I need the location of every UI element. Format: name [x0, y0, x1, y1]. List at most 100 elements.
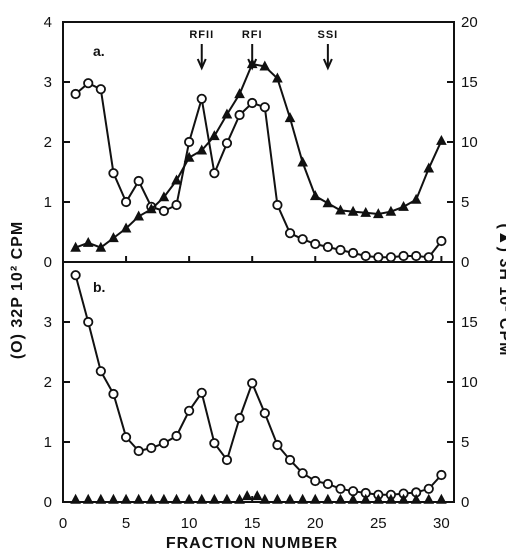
panel-a-triangle-point [196, 144, 208, 155]
panel-a-triangle-point [145, 203, 157, 214]
panel-b-circle-point [158, 438, 170, 449]
panel-a-triangle-point [171, 174, 182, 185]
panel-a-triangle-point [120, 222, 132, 233]
panel-a-triangle-point [372, 208, 384, 219]
panel-b-circle-point [322, 478, 333, 490]
panel-b-triangle-point [171, 493, 182, 504]
panel-b-frame [62, 261, 455, 503]
panel-a-triangle-point [436, 134, 447, 145]
panel-b-circle-point [196, 387, 207, 398]
panel-b-triangle-point [108, 493, 119, 504]
panel-a-circle-point [221, 138, 233, 149]
panel-b-triangle-point [183, 493, 195, 504]
panel-b-circle-point [70, 270, 81, 281]
x-tick-label: 15 [244, 515, 261, 532]
annotation-ssi-arrow-head [322, 58, 333, 71]
x-tick-label: 25 [370, 515, 387, 532]
panel-a-circle-point [158, 205, 170, 217]
panel-b-triangle-point [82, 493, 94, 504]
panel-b-triangle-point [221, 493, 233, 504]
panel-a-triangle-point [284, 112, 296, 123]
panel-a-triangle-point [259, 60, 271, 71]
panel-b-triangle-point [120, 493, 132, 504]
panel-a-triangle-point [158, 191, 170, 202]
panel-b-circle-point [259, 408, 270, 419]
panel-b-triangle-point [70, 493, 81, 504]
panel-a-frame [62, 21, 455, 263]
panel-a-triangle-point [272, 72, 283, 83]
panel-b-triangle-point [209, 493, 220, 504]
panel-a-triangle-point [322, 197, 334, 208]
x-tick-label: 10 [181, 515, 198, 532]
panel-a-triangle-point [410, 193, 422, 204]
panel-a-circle-point [335, 244, 346, 256]
panel-a-circle-point [347, 247, 359, 259]
panel-b-triangle-point [360, 493, 372, 504]
panel-a-triangle-point [347, 205, 359, 216]
x-axis-label: FRACTION NUMBER [166, 535, 338, 551]
panel-a-triangle-point [335, 204, 346, 215]
x-tick-label: 5 [122, 515, 130, 532]
x-tick-label: 20 [307, 515, 324, 532]
panel-b-left-tick-label: 2 [44, 374, 52, 391]
panel-b-triangle-point [347, 493, 359, 504]
panel-b-right-tick-label: 0 [461, 494, 469, 511]
panel-b-triangle-point [272, 493, 283, 504]
annotation-rfii-label: RFII [189, 29, 214, 41]
x-tick-label: 30 [433, 515, 450, 532]
panel-b-circle-point [171, 430, 182, 442]
panel-a-circle-point [133, 175, 144, 187]
panel-b-triangle-point [309, 493, 321, 504]
right-y-axis-label: (▲) 3H 10² CPM [496, 224, 506, 357]
panel-b-triangle-point [234, 493, 245, 504]
panel-a-triangle-point [360, 206, 372, 217]
panel-a-circle-point [95, 84, 106, 95]
panel-b-label: b. [93, 279, 105, 295]
panel-a-circle-point [259, 102, 270, 113]
x-tick-label: 0 [59, 515, 67, 532]
panel-b-triangle-point [95, 493, 107, 504]
panel-b-circle-point [184, 405, 195, 416]
panel-a-circle-point [436, 235, 447, 247]
panel-a-circle-point [284, 228, 296, 239]
panel-a-circle-point [373, 252, 384, 263]
panel-a-label: a. [93, 43, 105, 59]
panel-b-circle-point [272, 439, 283, 451]
panel-b-circle-point [310, 475, 321, 487]
panel-b-left-tick-label: 0 [44, 494, 52, 511]
panel-a-circle-point [234, 109, 245, 121]
panel-b-circle-point [284, 454, 296, 466]
panel-b-triangle-point [335, 493, 346, 504]
panel-b-circle-point [133, 445, 144, 457]
panel-a-triangle-point [246, 58, 258, 69]
annotation-rfii-arrow-head [196, 58, 207, 71]
panel-a-triangle-point [133, 210, 145, 221]
panel-a-right-tick-label: 5 [461, 194, 469, 211]
panel-a-circle-point [247, 97, 258, 109]
panel-a-triangle-point [209, 130, 220, 141]
panel-a-left-tick-label: 4 [44, 14, 52, 31]
panel-b-circle-point [83, 316, 94, 328]
panel-a-circle-point [423, 252, 434, 263]
left-y-axis-label: (O) 32P 10² CPM [9, 221, 26, 359]
panel-b-triangle-point [372, 493, 384, 504]
panel-a-triangle-point [297, 156, 308, 167]
panel-a-circle-point [272, 199, 283, 211]
panel-b-left-tick-label: 3 [44, 314, 52, 331]
marks-layer: RFII RFI SSI [70, 29, 447, 504]
panel-a-circle-point [171, 199, 182, 211]
panel-b-triangle-point [398, 493, 409, 504]
panel-b-circle-point [335, 483, 346, 494]
panel-b-circle-point [120, 432, 132, 443]
panel-a-circle-point [108, 168, 119, 179]
panel-b-triangle-point [145, 493, 157, 504]
panel-a-triangle-point [309, 190, 321, 201]
panel-b-triangle-point [158, 493, 170, 504]
panel-a-circle-point [196, 93, 207, 104]
panel-b-right-tick-label: 15 [461, 314, 478, 331]
panel-a-triangle-point [95, 241, 107, 252]
panel-b-triangle-point [423, 493, 435, 504]
panel-a-left-tick-label: 3 [44, 74, 52, 91]
panel-a-circle-point [385, 252, 397, 263]
